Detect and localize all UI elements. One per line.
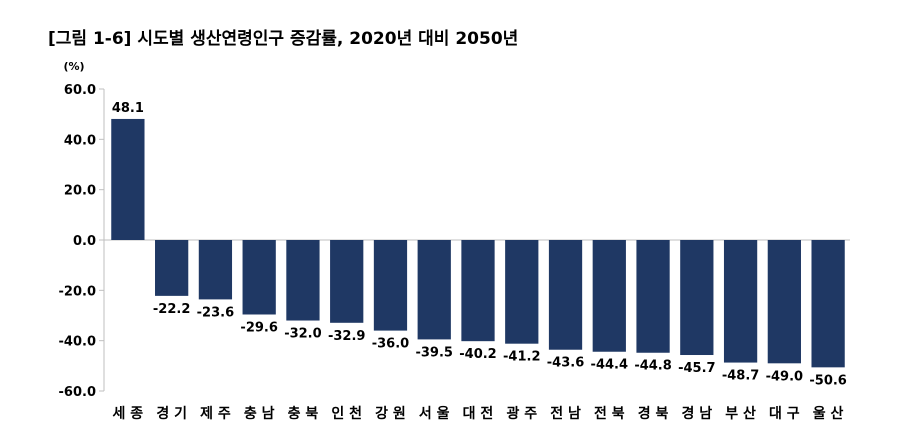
value-label: -41.2 [503,350,540,365]
bar [680,240,714,356]
bar [330,240,364,323]
bar [723,240,758,363]
bar [155,240,189,296]
y-tick-label: 20.0 [64,184,96,199]
data-labels: 48.1-22.2 -23.6-29.6 -32.0 -32.9-36.0-39.5-… [112,101,847,388]
value-label: -36.0 [372,337,409,352]
category-label: 서 울 [419,405,450,422]
chart-title: [그림 1-6] 시도별 생산연령인구 증감률, 2020년 대비 2050년 [48,29,519,49]
bar [242,240,276,315]
value-label: -23.6 [197,305,234,320]
value-label: -40.2 [459,347,496,362]
y-tick-label: -60.0 [59,385,96,400]
category-label: 전 북 [594,405,625,422]
value-label: -39.5 [415,345,452,360]
category-label: 충 남 [244,405,275,422]
bar [198,240,233,300]
category-label: 부 산 [725,405,756,422]
y-tick-label: -40.0 [59,335,96,350]
category-label: 경 북 [638,405,669,422]
y-tick-label: -20.0 [59,284,96,299]
bar [461,240,495,342]
value-label: -43.6 [547,356,584,371]
value-label: -22.2 [153,302,190,317]
value-label: -44.4 [591,358,628,373]
bar [417,240,451,340]
bar [505,240,539,344]
bar [111,118,145,240]
bar [811,240,845,368]
bar [636,240,670,353]
value-label: -29.6 [240,320,277,335]
value-label: -32.9 [328,329,365,344]
category-label: 강 원 [375,405,406,422]
category-label: 세 종 [113,406,144,422]
value-label: -32.0 [284,327,321,342]
bar [373,240,408,331]
category-label: 대 전 [463,405,494,422]
category-label: 전 남 [550,405,581,422]
category-label: 울 산 [813,405,844,422]
value-label: 48.1 [112,101,144,116]
value-label: -44.8 [634,359,671,374]
y-tick-label: 40.0 [64,133,96,148]
bar [767,240,801,364]
bar [286,240,320,321]
bar [548,240,583,350]
bar [592,240,626,352]
category-label: 충 북 [288,406,319,422]
category-label: 인 천 [331,405,362,422]
y-unit-label: (%) [63,60,84,73]
bars [111,118,845,368]
category-label: 대 구 [769,406,800,422]
category-label: 경 남 [682,405,713,422]
y-tick-label: 60.0 [64,83,96,98]
y-tick-label: 0.0 [73,234,96,249]
value-label: -45.7 [678,361,715,376]
category-label: 경 기 [156,405,187,422]
value-label: -49.0 [766,369,803,384]
category-label: 제 주 [200,406,231,422]
value-label: -50.6 [809,373,846,388]
category-label: 광 주 [506,405,537,422]
value-label: -48.7 [722,369,759,384]
